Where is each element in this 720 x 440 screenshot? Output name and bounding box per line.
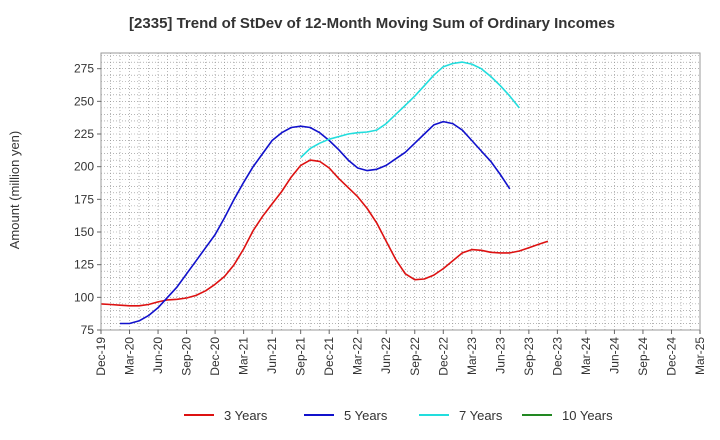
x-tick-label: Sep-24: [636, 337, 650, 376]
y-tick-label: 125: [74, 258, 94, 272]
x-tick-label: Mar-22: [351, 337, 365, 375]
series-line-7-years: [300, 61, 520, 159]
legend-label-7-years: 7 Years: [459, 408, 503, 423]
series-line-5-years: [120, 120, 511, 325]
legend-label-5-years: 5 Years: [344, 408, 388, 423]
y-tick-label: 175: [74, 192, 94, 206]
grid-lines: [101, 53, 700, 330]
x-tick-label: Dec-20: [208, 337, 222, 376]
x-tick-label: Sep-20: [180, 337, 194, 376]
y-tick-label: 100: [74, 290, 94, 304]
series-lines: [100, 61, 549, 325]
x-tick-label: Dec-24: [664, 337, 678, 376]
x-tick-label: Jun-23: [493, 337, 507, 374]
x-tick-label: Dec-22: [436, 337, 450, 376]
legend-label-3-years: 3 Years: [224, 408, 268, 423]
x-tick-label: Dec-19: [94, 337, 108, 376]
x-tick-label: Dec-21: [322, 337, 336, 376]
x-tick-label: Jun-20: [151, 337, 165, 374]
x-tick-label: Jun-24: [607, 337, 621, 374]
x-tick-label: Mar-23: [465, 337, 479, 375]
plot-area-frame: [100, 52, 701, 331]
series-line-3-years: [100, 159, 549, 307]
x-tick-label: Mar-25: [693, 337, 707, 375]
x-axis-ticks: Dec-19 Mar-20 Jun-20 Sep-20 Dec-20 Mar-21 Jun-…: [94, 330, 707, 376]
x-tick-label: Jun-22: [379, 337, 393, 374]
x-tick-label: Mar-20: [123, 337, 137, 375]
y-tick-label: 225: [74, 127, 94, 141]
y-tick-label: 75: [81, 323, 95, 337]
x-tick-label: Mar-24: [579, 337, 593, 375]
y-axis-ticks: 75 100 125 150 175 200 225 250 275: [74, 62, 101, 337]
x-tick-label: Dec-23: [550, 337, 564, 376]
legend-label-10-years: 10 Years: [562, 408, 613, 423]
y-tick-label: 275: [74, 62, 94, 76]
x-tick-label: Sep-21: [294, 337, 308, 376]
x-tick-label: Sep-23: [522, 337, 536, 376]
y-tick-label: 200: [74, 160, 94, 174]
x-tick-label: Mar-21: [237, 337, 251, 375]
y-axis-label: Amount (million yen): [7, 131, 22, 250]
y-tick-label: 250: [74, 94, 94, 108]
x-tick-label: Jun-21: [265, 337, 279, 374]
x-tick-label: Sep-22: [408, 337, 422, 376]
legend: 3 Years 5 Years 7 Years 10 Years: [184, 408, 613, 423]
chart-title: [2335] Trend of StDev of 12-Month Moving…: [129, 15, 615, 32]
y-tick-label: 150: [74, 225, 94, 239]
